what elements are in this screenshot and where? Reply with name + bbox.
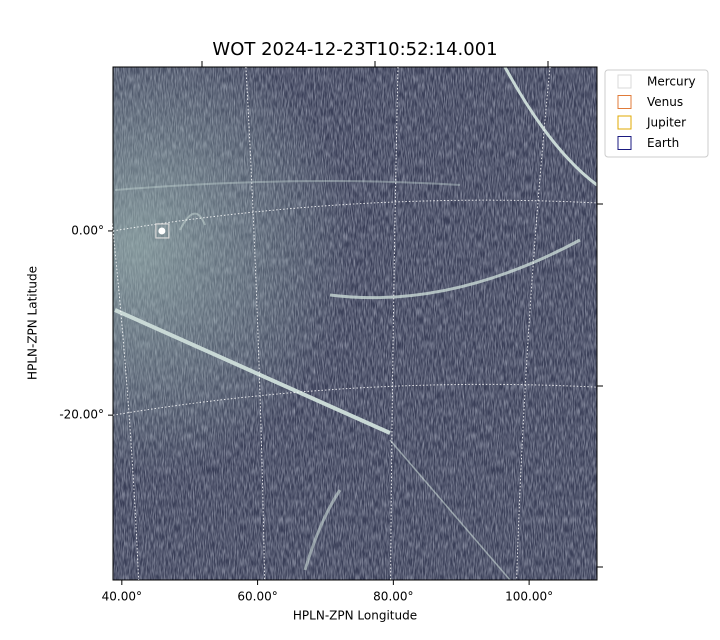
legend: Mercury Venus Jupiter Earth bbox=[604, 69, 709, 158]
streak bbox=[503, 67, 597, 187]
y-tick-label: 0.00° bbox=[71, 223, 104, 237]
streak bbox=[389, 439, 511, 580]
x-axis-label: HPLN-ZPN Longitude bbox=[293, 609, 417, 623]
streak bbox=[179, 212, 206, 231]
legend-frame bbox=[604, 69, 709, 158]
y-axis-label: HPLN-ZPN Latitude bbox=[26, 266, 40, 380]
legend-swatch bbox=[617, 136, 632, 150]
legend-swatch bbox=[617, 74, 632, 89]
streak bbox=[114, 180, 461, 191]
planet-marker bbox=[155, 223, 170, 239]
x-tick-label: 40.00° bbox=[102, 590, 142, 604]
streak bbox=[329, 238, 581, 300]
grid-line bbox=[516, 66, 551, 581]
grid-line bbox=[112, 199, 598, 232]
legend-swatch bbox=[617, 95, 632, 109]
grid-line bbox=[112, 383, 598, 416]
legend-label: Jupiter bbox=[646, 116, 686, 130]
chart-title: WOT 2024-12-23T10:52:14.001 bbox=[212, 39, 497, 60]
y-tick-label: -20.00° bbox=[59, 408, 104, 422]
grid-line bbox=[93, 66, 140, 581]
streak bbox=[303, 489, 342, 571]
streak bbox=[114, 308, 391, 435]
grid-line bbox=[245, 66, 266, 581]
x-tick-label: 100.00° bbox=[505, 590, 553, 604]
planet-dot bbox=[158, 227, 166, 235]
x-tick-label: 80.00° bbox=[373, 590, 413, 604]
legend-label: Earth bbox=[647, 136, 679, 150]
secondary-ticks bbox=[201, 61, 603, 568]
image bbox=[113, 67, 597, 580]
legend-label: Venus bbox=[647, 95, 683, 109]
image-glow bbox=[113, 67, 597, 580]
plot-frame bbox=[112, 66, 598, 581]
grid-line bbox=[390, 66, 399, 581]
legend-swatch bbox=[617, 115, 632, 130]
legend-label: Mercury bbox=[647, 75, 696, 89]
x-tick-label: 60.00° bbox=[237, 590, 277, 604]
